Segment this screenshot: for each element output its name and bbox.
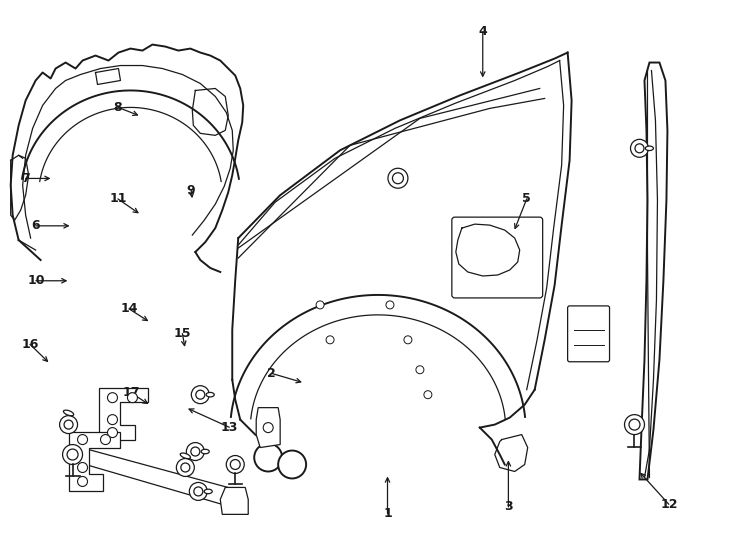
FancyBboxPatch shape [567, 306, 609, 362]
Circle shape [230, 460, 240, 469]
Circle shape [635, 144, 644, 153]
Circle shape [629, 419, 640, 430]
Ellipse shape [204, 489, 212, 494]
Circle shape [631, 139, 648, 157]
Text: 14: 14 [120, 302, 138, 315]
Circle shape [189, 482, 207, 501]
Circle shape [404, 336, 412, 344]
Ellipse shape [63, 410, 73, 416]
Circle shape [264, 423, 273, 433]
Circle shape [64, 420, 73, 429]
Circle shape [67, 449, 78, 460]
Circle shape [186, 443, 204, 461]
Text: 16: 16 [21, 338, 39, 351]
Text: 9: 9 [187, 184, 195, 197]
Circle shape [192, 386, 209, 404]
Polygon shape [220, 488, 248, 515]
Circle shape [226, 456, 244, 474]
Circle shape [625, 415, 644, 435]
Circle shape [176, 458, 195, 476]
Circle shape [181, 463, 190, 472]
Text: 15: 15 [174, 327, 191, 340]
Circle shape [78, 462, 87, 472]
Text: 7: 7 [21, 172, 30, 185]
FancyBboxPatch shape [452, 217, 542, 298]
Text: 11: 11 [109, 192, 127, 205]
Circle shape [59, 416, 78, 434]
Circle shape [194, 487, 203, 496]
Circle shape [107, 415, 117, 424]
Circle shape [107, 428, 117, 437]
Text: 2: 2 [267, 367, 276, 380]
Circle shape [128, 393, 137, 403]
Circle shape [254, 443, 282, 471]
Text: 6: 6 [32, 219, 40, 232]
Text: 3: 3 [504, 501, 513, 514]
Circle shape [101, 435, 111, 444]
Text: 10: 10 [27, 274, 45, 287]
Text: 8: 8 [114, 101, 123, 114]
Text: 13: 13 [221, 421, 238, 434]
Text: 17: 17 [123, 386, 140, 399]
Circle shape [424, 390, 432, 399]
Ellipse shape [181, 453, 190, 458]
Circle shape [326, 336, 334, 344]
Ellipse shape [201, 449, 209, 454]
Text: 12: 12 [660, 498, 677, 511]
Circle shape [393, 173, 404, 184]
Ellipse shape [206, 393, 214, 397]
Circle shape [78, 435, 87, 444]
Circle shape [416, 366, 424, 374]
Text: 5: 5 [523, 192, 531, 205]
Circle shape [316, 301, 324, 309]
Circle shape [78, 476, 87, 487]
Ellipse shape [645, 146, 653, 151]
Text: 1: 1 [383, 507, 392, 520]
Polygon shape [98, 388, 148, 440]
Text: 4: 4 [479, 25, 487, 38]
Polygon shape [86, 449, 240, 511]
Circle shape [62, 444, 82, 464]
Circle shape [278, 450, 306, 478]
Polygon shape [68, 431, 120, 491]
Circle shape [191, 447, 200, 456]
Circle shape [388, 168, 408, 188]
Circle shape [386, 301, 394, 309]
Circle shape [196, 390, 205, 399]
Polygon shape [639, 63, 667, 480]
Circle shape [107, 393, 117, 403]
Polygon shape [256, 408, 280, 448]
